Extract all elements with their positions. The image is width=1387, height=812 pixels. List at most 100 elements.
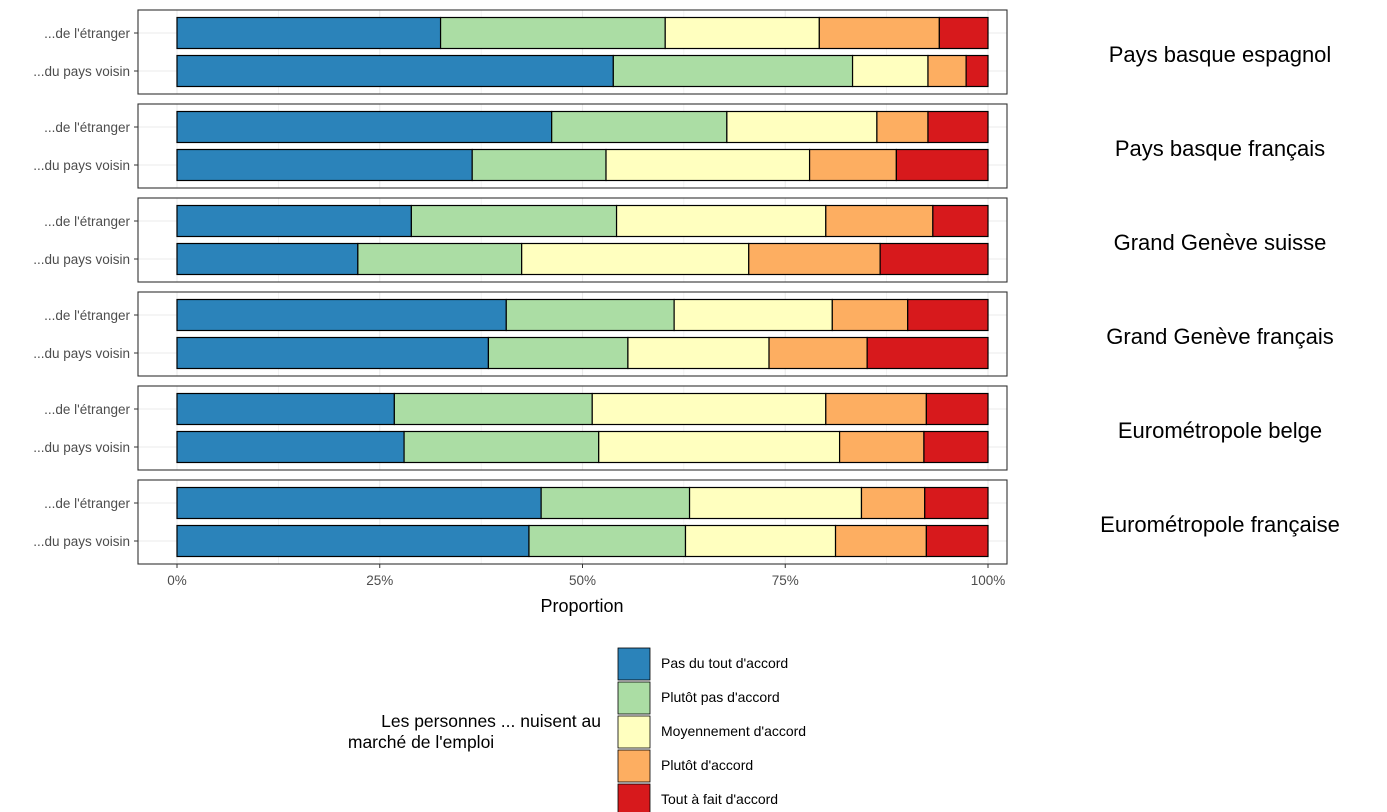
bar-segment [907, 298, 989, 332]
y-tick-label: ...du pays voisin [33, 252, 130, 267]
bar-segment [834, 524, 927, 558]
bar-segment [831, 298, 909, 332]
legend-label: Pas du tout d'accord [661, 655, 788, 671]
facet-label: Eurométropole française [1100, 512, 1340, 537]
bar-segment [176, 430, 405, 464]
bar-segment [748, 242, 881, 276]
bars [176, 16, 989, 558]
facet-label: Grand Genève français [1106, 324, 1333, 349]
bar-segment [808, 148, 897, 182]
bar-segment [605, 148, 811, 182]
bar-segment [551, 110, 728, 144]
axes: ...de l'étranger ...du pays voisin ...de l… [33, 26, 1005, 588]
y-tick-label: ...de l'étranger [44, 26, 130, 41]
x-tick-label: 50% [569, 573, 596, 588]
bar-segment [471, 148, 607, 182]
y-tick-label: ...de l'étranger [44, 402, 130, 417]
bar-segment [938, 16, 989, 50]
bar-segment [923, 430, 989, 464]
bar-segment [176, 148, 473, 182]
legend-title-line-2: marché de l'emploi [343, 732, 494, 752]
y-tick-label: ...de l'étranger [44, 120, 130, 135]
x-tick-label: 75% [772, 573, 799, 588]
bar-segment [176, 392, 395, 426]
bar-segment [927, 54, 967, 88]
facet-panel-border [137, 479, 1008, 565]
bar-segment [818, 16, 940, 50]
bar-segment [176, 486, 542, 520]
facet-panel-border [137, 103, 1008, 189]
bar-segment [932, 204, 989, 238]
bar-segment [540, 486, 691, 520]
legend-title-line-1: Les personnes ... nuisent au [381, 711, 601, 731]
legend-label: Tout à fait d'accord [661, 791, 778, 807]
bar-segment [403, 430, 600, 464]
bar-segment [627, 336, 770, 370]
y-tick-label: ...du pays voisin [33, 346, 130, 361]
facet-panel-border [137, 9, 1008, 95]
y-tick-label: ...du pays voisin [33, 440, 130, 455]
facet-label: Pays basque espagnol [1109, 42, 1332, 67]
bar-segment [393, 392, 593, 426]
legend-label: Plutôt pas d'accord [661, 689, 780, 705]
bar-segment [726, 110, 878, 144]
facet-label: Grand Genève suisse [1114, 230, 1327, 255]
legend-key [617, 749, 651, 783]
bar-segment [410, 204, 618, 238]
facet-panel-border [137, 385, 1008, 471]
legend: Les personnes ... nuisent au marché de l… [343, 647, 806, 812]
bar-segment [612, 54, 854, 88]
bar-segment [357, 242, 523, 276]
legend-key [617, 647, 651, 681]
legend-key [617, 681, 651, 715]
bar-segment [925, 524, 989, 558]
bar-segment [927, 110, 989, 144]
bar-segment [176, 298, 507, 332]
bar-segment [866, 336, 989, 370]
x-tick-label: 25% [366, 573, 393, 588]
y-tick-label: ...du pays voisin [33, 64, 130, 79]
bar-segment [598, 430, 841, 464]
bar-segment [879, 242, 989, 276]
bar-segment [521, 242, 750, 276]
bar-segment [176, 16, 442, 50]
legend-label: Moyennement d'accord [661, 723, 806, 739]
legend-label: Plutôt d'accord [661, 757, 753, 773]
facet-panels [137, 9, 1008, 565]
y-tick-label: ...du pays voisin [33, 534, 130, 549]
y-tick-label: ...de l'étranger [44, 214, 130, 229]
y-tick-label: ...du pays voisin [33, 158, 130, 173]
legend-key [617, 715, 651, 749]
bar-segment [528, 524, 687, 558]
bar-segment [487, 336, 629, 370]
bar-segment [851, 54, 929, 88]
bar-segment [505, 298, 675, 332]
legend-key [617, 783, 651, 812]
x-tick-label: 0% [167, 573, 187, 588]
bar-segment [673, 298, 833, 332]
bar-segment [860, 486, 926, 520]
y-tick-label: ...de l'étranger [44, 496, 130, 511]
facet-labels: Pays basque espagnol Pays basque français… [1100, 42, 1340, 537]
x-tick-label: 100% [971, 573, 1006, 588]
bar-segment [876, 110, 929, 144]
bar-segment [684, 524, 837, 558]
bar-segment [965, 54, 989, 88]
bar-segment [768, 336, 868, 370]
bar-segment [591, 392, 827, 426]
bar-segment [176, 110, 553, 144]
bar-segment [925, 392, 989, 426]
bar-segment [825, 204, 934, 238]
facet-label: Eurométropole belge [1118, 418, 1322, 443]
bar-segment [176, 336, 490, 370]
x-axis-title: Proportion [540, 596, 623, 616]
bar-segment [664, 16, 820, 50]
bar-segment [176, 204, 412, 238]
bar-segment [439, 16, 666, 50]
bar-segment [176, 242, 359, 276]
bar-segment [895, 148, 989, 182]
bar-segment [838, 430, 925, 464]
bar-segment [176, 524, 530, 558]
facet-panel-border [137, 197, 1008, 283]
